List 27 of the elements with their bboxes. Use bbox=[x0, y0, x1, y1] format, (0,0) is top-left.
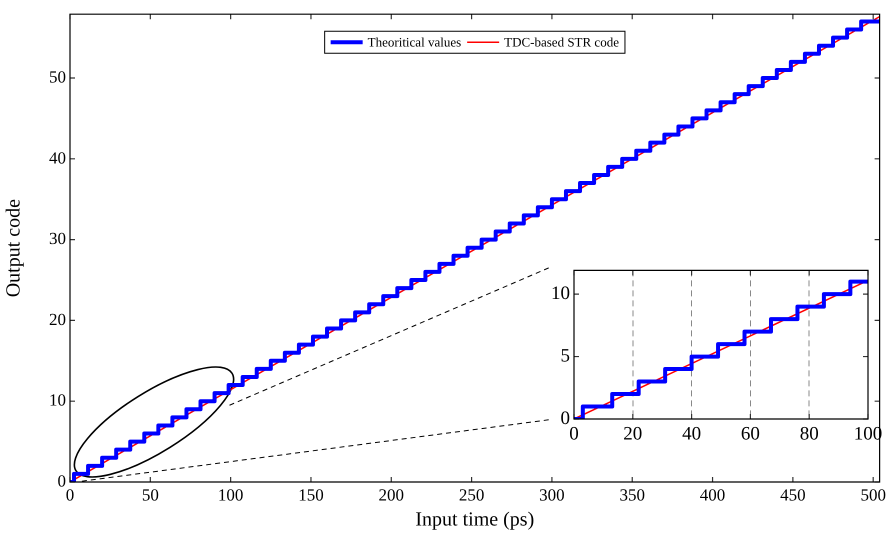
legend-label: Theoritical values bbox=[368, 34, 462, 50]
x-tick-label: 300 bbox=[539, 486, 565, 505]
x-tick-label: 250 bbox=[458, 486, 484, 505]
x-tick-label: 20 bbox=[623, 423, 642, 444]
y-tick-label: 5 bbox=[560, 346, 570, 367]
y-tick-label: 0 bbox=[58, 471, 66, 490]
x-axis-title: Input time (ps) bbox=[415, 508, 534, 530]
x-tick-label: 500 bbox=[860, 486, 886, 505]
x-tick-label: 80 bbox=[800, 423, 819, 444]
x-tick-label: 100 bbox=[218, 486, 244, 505]
y-tick-label: 10 bbox=[551, 283, 570, 304]
y-tick-label: 20 bbox=[49, 310, 66, 329]
legend-label: TDC-based STR code bbox=[504, 34, 620, 50]
x-tick-label: 400 bbox=[700, 486, 726, 505]
y-tick-label: 40 bbox=[49, 148, 66, 168]
y-tick-label: 30 bbox=[49, 229, 66, 248]
y-tick-label: 10 bbox=[49, 390, 66, 410]
x-tick-label: 150 bbox=[298, 486, 324, 505]
y-tick-label: 0 bbox=[560, 408, 570, 429]
x-tick-label: 450 bbox=[780, 486, 806, 505]
y-tick-label: 50 bbox=[49, 67, 66, 86]
y-axis-title: Output code bbox=[2, 198, 24, 298]
x-tick-label: 200 bbox=[378, 486, 404, 505]
x-tick-label: 40 bbox=[682, 423, 702, 444]
x-tick-label: 350 bbox=[619, 486, 645, 505]
x-tick-label: 60 bbox=[740, 423, 760, 444]
x-tick-label: 50 bbox=[142, 486, 159, 505]
